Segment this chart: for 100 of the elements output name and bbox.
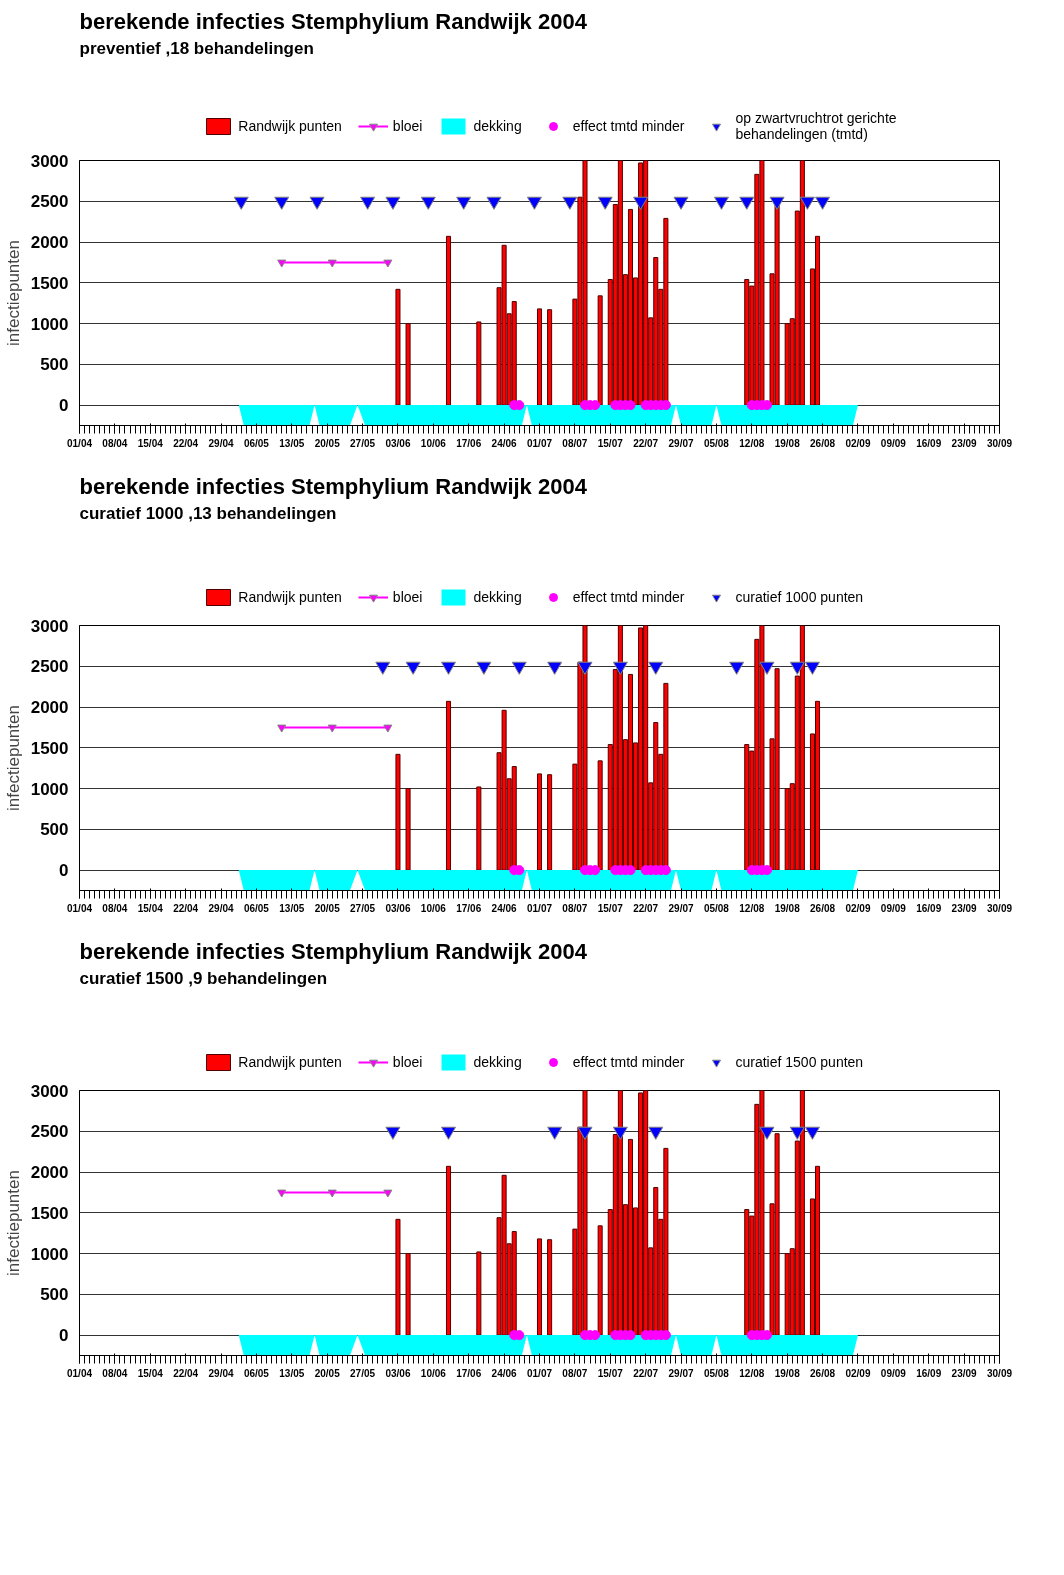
point bbox=[486, 196, 502, 210]
bar bbox=[536, 308, 543, 406]
x-tick-label: 24/06 bbox=[491, 1367, 518, 1379]
point bbox=[673, 196, 689, 210]
x-tick-label: 29/04 bbox=[208, 902, 234, 914]
legend-label: curatief 1500 punten bbox=[735, 1054, 864, 1070]
bar bbox=[395, 1218, 401, 1336]
x-tick-label: 06/05 bbox=[243, 1367, 270, 1379]
bar bbox=[597, 295, 603, 406]
legend-label: effect tmtd minder bbox=[572, 1054, 685, 1070]
x-tick-label: 08/07 bbox=[562, 437, 588, 449]
x-tick-label: 01/07 bbox=[526, 437, 553, 449]
legend-label: curatief 1000 punten bbox=[735, 589, 864, 605]
point bbox=[759, 661, 775, 675]
x-tick-label: 08/04 bbox=[102, 437, 128, 449]
y-tick-label: 0 bbox=[59, 1326, 69, 1346]
x-tick-label: 12/08 bbox=[739, 1367, 765, 1379]
y-tick-label: 2500 bbox=[30, 192, 69, 212]
point bbox=[383, 724, 393, 733]
chart-title: berekende infecties Stemphylium Randwijk 2004 bbox=[79, 938, 588, 964]
legend-label: bloei bbox=[392, 118, 423, 134]
y-axis-title: infectiepunten bbox=[3, 705, 23, 811]
y-tick-label: 0 bbox=[59, 396, 69, 416]
x-tick-label: 05/08 bbox=[703, 437, 730, 449]
x-tick-label: 24/06 bbox=[491, 902, 518, 914]
chart-subtitle: curatief 1000 ,13 behandelingen bbox=[79, 503, 337, 523]
x-tick-label: 10/06 bbox=[420, 1367, 447, 1379]
x-tick-label: 22/07 bbox=[633, 437, 659, 449]
legend-label: op zwartvruchtrot gerichte behandelingen (tmtd) bbox=[735, 110, 897, 142]
y-tick-label: 2500 bbox=[30, 1122, 69, 1142]
x-tick-label: 20/05 bbox=[314, 902, 341, 914]
bar bbox=[476, 321, 482, 406]
x-tick-label: 23/09 bbox=[951, 1367, 978, 1379]
x-tick-label: 02/09 bbox=[845, 437, 871, 449]
bar bbox=[405, 1253, 411, 1336]
legend-label: dekking bbox=[473, 1054, 522, 1070]
bar bbox=[799, 1090, 805, 1336]
point bbox=[815, 196, 831, 210]
y-tick-label: 1500 bbox=[30, 273, 69, 293]
point bbox=[327, 724, 337, 733]
bar bbox=[536, 1238, 543, 1336]
bar bbox=[744, 279, 750, 406]
x-tick-label: 15/07 bbox=[597, 1367, 624, 1379]
bar bbox=[445, 1165, 452, 1336]
bar bbox=[476, 786, 482, 871]
bar bbox=[405, 323, 411, 406]
point bbox=[360, 196, 376, 210]
x-tick-label: 12/08 bbox=[739, 902, 765, 914]
point bbox=[511, 661, 527, 675]
x-tick-label: 16/09 bbox=[916, 1367, 942, 1379]
x-tick-label: 29/07 bbox=[668, 437, 694, 449]
x-tick-label: 10/06 bbox=[420, 902, 447, 914]
bar bbox=[536, 773, 543, 871]
x-tick-label: 24/06 bbox=[491, 437, 518, 449]
x-tick-label: 15/04 bbox=[137, 1367, 164, 1379]
bar bbox=[445, 235, 452, 406]
x-tick-label: 22/07 bbox=[633, 1367, 659, 1379]
x-tick-label: 22/07 bbox=[633, 902, 659, 914]
x-tick-label: 03/06 bbox=[385, 902, 411, 914]
y-tick-label: 1000 bbox=[30, 1244, 69, 1264]
bar bbox=[744, 744, 750, 871]
y-tick-label: 0 bbox=[59, 861, 69, 881]
point bbox=[713, 196, 729, 210]
point bbox=[759, 1126, 775, 1140]
x-tick-label: 02/09 bbox=[845, 1367, 871, 1379]
x-tick-label: 27/05 bbox=[350, 902, 376, 914]
point bbox=[804, 1126, 820, 1140]
x-tick-label: 19/08 bbox=[774, 437, 801, 449]
chart-title: berekende infecties Stemphylium Randwijk 2004 bbox=[79, 8, 588, 34]
point bbox=[799, 196, 815, 210]
point bbox=[233, 196, 249, 210]
y-tick-label: 3000 bbox=[30, 1081, 69, 1101]
point bbox=[769, 196, 785, 210]
point bbox=[547, 661, 563, 675]
legend-label: effect tmtd minder bbox=[572, 118, 685, 134]
point bbox=[633, 196, 649, 210]
y-tick-label: 500 bbox=[40, 820, 69, 840]
x-tick-label: 29/07 bbox=[668, 902, 694, 914]
y-tick-label: 1000 bbox=[30, 314, 69, 334]
point bbox=[577, 661, 593, 675]
x-tick-label: 23/09 bbox=[951, 902, 978, 914]
point bbox=[309, 196, 325, 210]
point bbox=[789, 661, 805, 675]
bar bbox=[445, 700, 452, 871]
y-tick-label: 500 bbox=[40, 355, 69, 375]
x-tick-label: 29/07 bbox=[668, 1367, 694, 1379]
x-tick-label: 19/08 bbox=[774, 1367, 801, 1379]
x-tick-label: 29/04 bbox=[208, 437, 234, 449]
x-tick-label: 26/08 bbox=[810, 1367, 836, 1379]
x-tick-label: 03/06 bbox=[385, 1367, 411, 1379]
y-tick-label: 2500 bbox=[30, 657, 69, 677]
x-tick-label: 09/09 bbox=[880, 902, 907, 914]
x-tick-label: 01/07 bbox=[526, 1367, 553, 1379]
point bbox=[277, 259, 287, 268]
point bbox=[547, 1126, 563, 1140]
point bbox=[804, 661, 820, 675]
bar bbox=[799, 160, 805, 406]
point bbox=[562, 196, 578, 210]
x-tick-label: 13/05 bbox=[279, 902, 305, 914]
bar bbox=[395, 753, 401, 871]
